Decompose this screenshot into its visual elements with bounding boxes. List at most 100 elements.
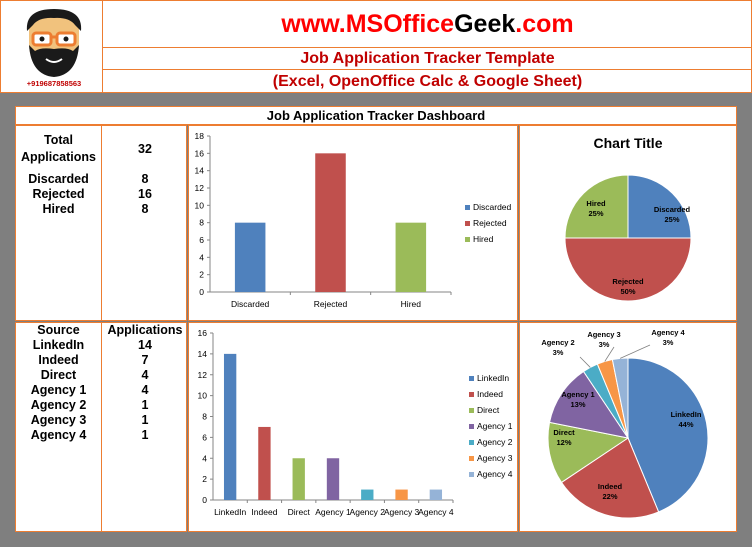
total-applications-value[interactable]: 32 — [138, 142, 152, 156]
source-bar-chart-svg: 0 2 4 6 8 10 12 14 16 LinkedIn Indeed Direct Agency … — [198, 328, 513, 517]
summary-value-hired[interactable]: 8 — [141, 202, 149, 216]
legend-swatch-agency-3 — [469, 456, 474, 461]
leader-line — [604, 346, 615, 362]
pie-slice-direct[interactable] — [547, 421, 630, 484]
legend-label-rejected: Rejected — [473, 218, 507, 228]
source-label-agency-3[interactable]: Agency 3 — [30, 413, 87, 427]
y-tick-label: 6 — [202, 432, 207, 442]
summary-table: Total Applications 32 Discarded 8 Reject… — [15, 125, 187, 321]
legend-swatch-rejected — [465, 221, 470, 226]
bar-hired[interactable] — [395, 222, 427, 292]
legend-label-agency-2: Agency 2 — [477, 437, 513, 447]
pie-chart-title: Chart Title — [594, 135, 663, 151]
column-divider — [101, 323, 102, 531]
legend-label-discarded: Discarded — [473, 202, 512, 212]
x-tick-label-indeed: Indeed — [251, 507, 277, 517]
source-value-indeed[interactable]: 7 — [141, 353, 149, 367]
source-value-agency-1[interactable]: 4 — [141, 383, 149, 397]
bar-indeed[interactable] — [258, 426, 271, 500]
site-url[interactable]: www.MSOfficeGeek.com — [102, 1, 752, 48]
source-label-agency-4[interactable]: Agency 4 — [30, 428, 87, 442]
summary-label-rejected[interactable]: Rejected — [32, 187, 85, 201]
x-tick-label-agency-2: Agency 2 — [350, 507, 386, 517]
bar-agency-2[interactable] — [361, 489, 374, 500]
pie-percent-agency-4: 3% — [663, 338, 674, 347]
legend-swatch-agency-2 — [469, 440, 474, 445]
pie-percent-discarded: 25% — [664, 215, 679, 224]
logo: +919687858563 — [13, 7, 95, 88]
summary-value-discarded[interactable]: 8 — [141, 172, 149, 186]
site-url-prefix: www.MSOffice — [281, 10, 455, 38]
y-tick-label: 0 — [202, 495, 207, 505]
bar-agency-4[interactable] — [429, 489, 443, 500]
pie-slice-linkedin[interactable] — [627, 357, 709, 513]
y-tick-label: 16 — [195, 148, 205, 158]
legend-swatch-indeed — [469, 392, 474, 397]
bar-direct[interactable] — [292, 458, 305, 500]
source-value-direct[interactable]: 4 — [141, 368, 149, 382]
bearded-man-glasses-icon — [26, 9, 82, 77]
y-tick-label: 14 — [198, 349, 208, 359]
summary-label-discarded[interactable]: Discarded — [28, 172, 89, 186]
source-label-agency-2[interactable]: Agency 2 — [30, 398, 87, 412]
legend-swatch-agency-1 — [469, 424, 474, 429]
y-tick-label: 12 — [198, 370, 208, 380]
y-tick-label: 14 — [195, 166, 205, 176]
source-bar-chart[interactable]: 0 2 4 6 8 10 12 14 16 LinkedIn Indeed Direct Agency … — [188, 322, 518, 532]
site-url-suffix: .com — [515, 10, 574, 38]
pie-slice-hired[interactable] — [564, 174, 629, 239]
source-value-agency-4[interactable]: 1 — [141, 428, 149, 442]
x-tick-label-agency-4: Agency 4 — [418, 507, 454, 517]
pie-label-direct: Direct — [553, 428, 575, 437]
pie-slice-agency-1[interactable] — [548, 370, 630, 439]
dashboard-title: Job Application Tracker Dashboard — [15, 106, 737, 125]
summary-label-hired[interactable]: Hired — [42, 202, 75, 216]
pie-label-agency-1: Agency 1 — [561, 390, 594, 399]
source-label-linkedin[interactable]: LinkedIn — [32, 338, 85, 352]
source-value-linkedin[interactable]: 14 — [138, 338, 152, 352]
legend-label-linkedin: LinkedIn — [477, 373, 509, 383]
y-tick-label: 2 — [202, 474, 207, 484]
y-tick-label: 4 — [202, 453, 207, 463]
pie-label-rejected: Rejected — [612, 277, 644, 286]
summary-value-rejected[interactable]: 16 — [138, 187, 152, 201]
x-tick-label-agency-3: Agency 3 — [384, 507, 420, 517]
x-tick-label-discarded: Discarded — [231, 299, 270, 309]
applications-header[interactable]: Applications — [107, 323, 183, 337]
x-tick-label-direct: Direct — [288, 507, 311, 517]
legend-swatch-hired — [465, 237, 470, 242]
total-applications-label[interactable]: Total Applications — [16, 132, 101, 166]
bar-agency-3[interactable] — [395, 489, 408, 500]
leader-line — [619, 344, 651, 359]
source-value-agency-3[interactable]: 1 — [141, 413, 149, 427]
pie-slice-discarded[interactable] — [627, 174, 692, 239]
x-tick-label-rejected: Rejected — [314, 299, 348, 309]
template-subtitle: (Excel, OpenOffice Calc & Google Sheet) — [102, 70, 752, 93]
source-value-agency-2[interactable]: 1 — [141, 398, 149, 412]
pie-slice-rejected[interactable] — [564, 237, 692, 302]
status-bar-chart[interactable]: 0 2 4 6 8 10 12 14 16 18 Discarded Rejected Hired Dis… — [188, 125, 518, 321]
source-label-direct[interactable]: Direct — [40, 368, 77, 382]
source-header[interactable]: Source — [37, 323, 80, 337]
bar-discarded[interactable] — [234, 222, 266, 292]
bar-agency-1[interactable] — [326, 458, 340, 500]
bar-linkedin[interactable] — [223, 353, 237, 500]
source-pie-chart[interactable]: LinkedIn 44% Indeed 22% Direct 12% Agency 1 13%… — [519, 322, 737, 532]
source-label-indeed[interactable]: Indeed — [38, 353, 79, 367]
y-tick-label: 16 — [198, 328, 208, 338]
column-divider — [101, 126, 102, 320]
status-pie-chart[interactable]: Discarded 25% Rejected 50% Hired 25% Chart Tit… — [519, 125, 737, 321]
legend-swatch-agency-4 — [469, 472, 474, 477]
legend-swatch-linkedin — [469, 376, 474, 381]
pie-label-discarded: Discarded — [654, 205, 691, 214]
y-tick-label: 12 — [195, 183, 205, 193]
pie-label-hired: Hired — [586, 199, 606, 208]
y-tick-label: 10 — [195, 200, 205, 210]
pie-slice-indeed[interactable] — [560, 437, 660, 519]
bar-rejected[interactable] — [315, 153, 346, 292]
legend-label-agency-1: Agency 1 — [477, 421, 513, 431]
y-tick-label: 2 — [199, 270, 204, 280]
source-label-agency-1[interactable]: Agency 1 — [30, 383, 87, 397]
